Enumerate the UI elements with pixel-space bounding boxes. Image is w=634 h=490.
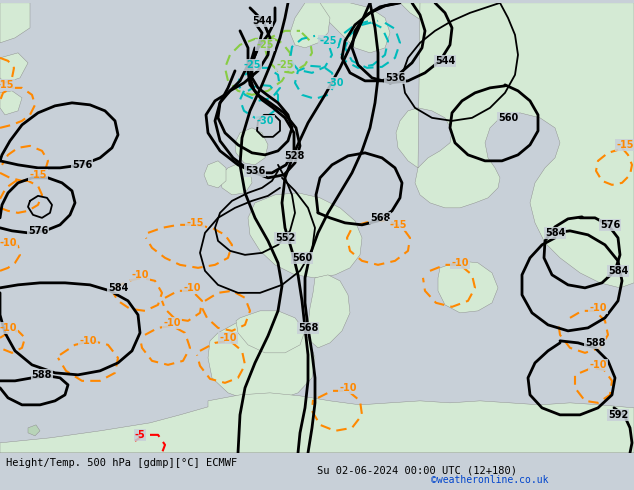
Text: -25: -25: [320, 36, 337, 46]
Polygon shape: [0, 91, 22, 115]
Text: 568: 568: [298, 323, 318, 333]
Text: 536: 536: [385, 73, 405, 83]
Text: 544: 544: [252, 16, 272, 26]
Text: 576: 576: [600, 220, 620, 230]
Text: 584: 584: [545, 228, 565, 238]
Polygon shape: [400, 3, 510, 63]
Polygon shape: [204, 161, 226, 188]
Text: 536: 536: [245, 166, 265, 176]
Polygon shape: [318, 3, 390, 53]
Text: -15: -15: [389, 220, 407, 230]
Text: -10: -10: [339, 383, 357, 393]
Text: -10: -10: [183, 283, 201, 293]
Text: 552: 552: [275, 233, 295, 243]
Text: 584: 584: [108, 283, 128, 293]
Polygon shape: [236, 311, 305, 353]
Text: 592: 592: [608, 410, 628, 420]
Text: 560: 560: [292, 253, 312, 263]
Text: 584: 584: [608, 266, 628, 276]
Polygon shape: [290, 3, 330, 48]
Text: -10: -10: [163, 318, 181, 328]
Text: -10: -10: [589, 303, 607, 313]
Polygon shape: [175, 439, 186, 448]
Text: -10: -10: [451, 258, 469, 268]
Text: -25: -25: [276, 60, 294, 70]
Text: -25: -25: [256, 40, 274, 50]
Polygon shape: [396, 3, 634, 288]
Text: -10: -10: [219, 333, 236, 343]
Polygon shape: [248, 193, 362, 278]
Polygon shape: [0, 428, 634, 453]
Text: ©weatheronline.co.uk: ©weatheronline.co.uk: [431, 475, 548, 485]
Polygon shape: [510, 3, 620, 63]
Text: -15: -15: [29, 170, 47, 180]
Text: 528: 528: [284, 151, 304, 161]
Polygon shape: [438, 261, 498, 313]
Polygon shape: [208, 318, 315, 401]
Polygon shape: [160, 433, 173, 443]
Polygon shape: [0, 393, 634, 453]
Text: 568: 568: [370, 213, 390, 223]
Text: -5: -5: [134, 430, 145, 440]
Text: 560: 560: [498, 113, 518, 123]
Text: -25: -25: [243, 60, 261, 70]
Polygon shape: [0, 3, 30, 43]
Text: 588: 588: [32, 370, 52, 380]
Polygon shape: [0, 53, 28, 83]
Text: -10: -10: [0, 238, 16, 248]
Text: Su 02-06-2024 00:00 UTC (12+180): Su 02-06-2024 00:00 UTC (12+180): [317, 466, 517, 475]
Text: -10: -10: [0, 323, 16, 333]
Text: -15: -15: [616, 140, 634, 150]
Text: 576: 576: [28, 226, 48, 236]
Text: 544: 544: [435, 56, 455, 66]
Text: -10: -10: [79, 336, 97, 346]
Text: -10: -10: [589, 360, 607, 370]
Polygon shape: [308, 275, 350, 348]
Polygon shape: [235, 128, 268, 165]
Text: -15: -15: [186, 218, 204, 228]
Text: -30: -30: [327, 78, 344, 88]
Text: Height/Temp. 500 hPa [gdmp][°C] ECMWF: Height/Temp. 500 hPa [gdmp][°C] ECMWF: [6, 458, 238, 468]
Text: -10: -10: [131, 270, 149, 280]
Text: -30: -30: [256, 116, 274, 126]
Text: 588: 588: [585, 338, 605, 348]
Text: 576: 576: [72, 160, 92, 170]
Polygon shape: [220, 163, 252, 195]
Polygon shape: [28, 425, 40, 436]
Text: -15: -15: [0, 80, 14, 90]
